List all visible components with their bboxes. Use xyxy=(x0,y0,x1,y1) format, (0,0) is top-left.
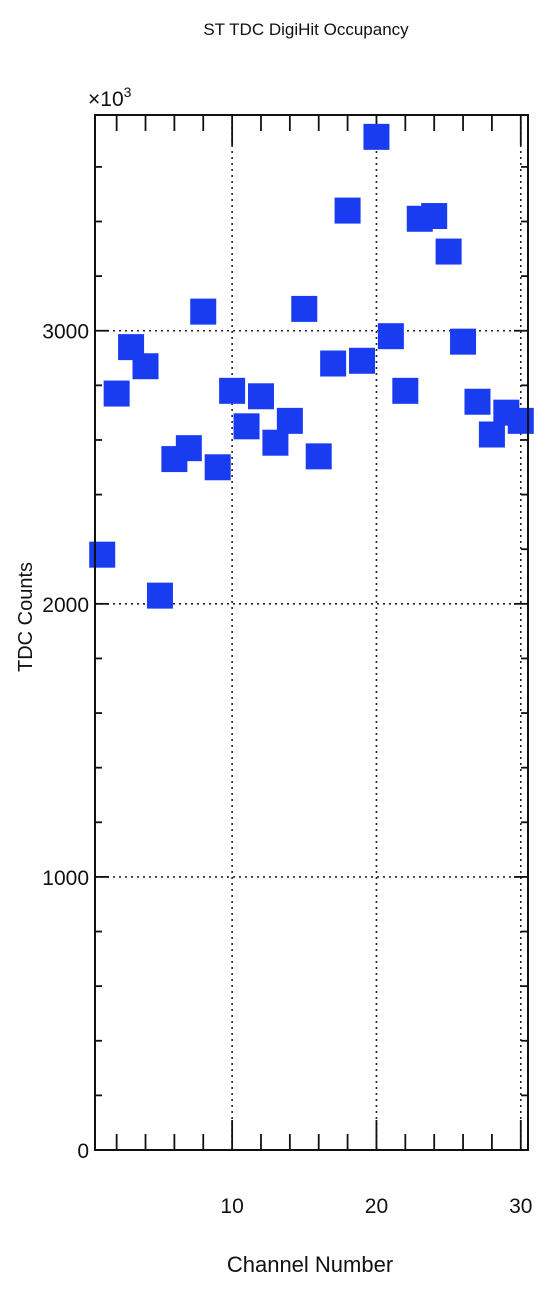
data-point xyxy=(190,298,217,325)
y-axis-label: TDC Counts xyxy=(15,562,37,672)
x-axis-label: Channel Number xyxy=(227,1252,393,1277)
data-points xyxy=(89,123,534,609)
data-point xyxy=(349,347,376,374)
y-exponent-base: ×10 xyxy=(88,88,124,111)
data-point xyxy=(291,295,318,322)
plot-area xyxy=(95,115,528,1150)
data-point xyxy=(363,123,390,150)
data-point xyxy=(204,454,231,481)
data-point xyxy=(146,582,173,609)
data-point xyxy=(175,435,202,462)
x-tick-label: 10 xyxy=(220,1195,243,1218)
data-point xyxy=(247,383,274,410)
data-point xyxy=(464,388,491,415)
data-point xyxy=(219,377,246,404)
data-point xyxy=(450,328,477,355)
y-exponent-power: 3 xyxy=(124,84,132,100)
x-tick-label: 20 xyxy=(365,1195,388,1218)
data-point xyxy=(276,407,303,434)
data-point xyxy=(103,380,130,407)
data-point xyxy=(507,407,534,434)
data-point xyxy=(233,413,260,440)
data-point xyxy=(132,353,159,380)
chart-title: ST TDC DigiHit Occupancy xyxy=(203,20,409,39)
data-point xyxy=(435,238,462,265)
data-point xyxy=(377,323,404,350)
tick-labels: 10 20 30 0 1000 2000 3000 xyxy=(42,321,532,1218)
y-tick-label: 2000 xyxy=(42,594,89,617)
data-point xyxy=(89,541,116,568)
y-exponent-label: ×103 xyxy=(88,84,132,111)
data-point xyxy=(334,197,361,224)
y-tick-label: 0 xyxy=(77,1140,89,1163)
axis-ticks xyxy=(95,115,528,1151)
data-point xyxy=(478,421,505,448)
x-tick-label: 30 xyxy=(509,1195,532,1218)
data-point xyxy=(320,350,347,377)
y-tick-label: 1000 xyxy=(42,867,89,890)
data-point xyxy=(305,443,332,470)
plot-frame xyxy=(94,114,529,1151)
data-point xyxy=(421,203,448,230)
data-point xyxy=(392,377,419,404)
data-point xyxy=(262,429,289,456)
y-tick-label: 3000 xyxy=(42,321,89,344)
